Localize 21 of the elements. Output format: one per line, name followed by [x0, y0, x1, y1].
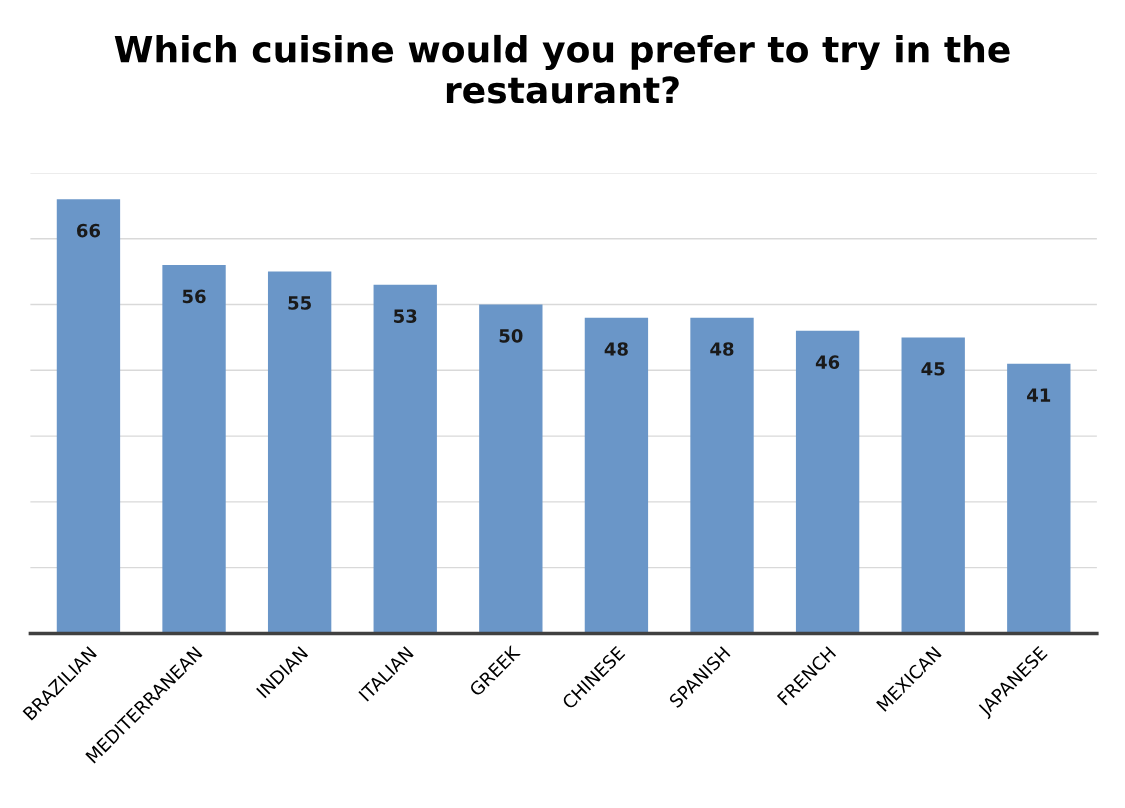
data-label: 45: [921, 362, 945, 376]
data-label: 48: [710, 342, 734, 356]
bar: [795, 330, 860, 634]
bar: [584, 317, 649, 634]
bar: [479, 304, 543, 634]
bar: [690, 317, 754, 634]
bar: [267, 271, 332, 634]
data-label: 53: [394, 309, 417, 323]
data-label: 50: [499, 329, 523, 343]
data-label: 48: [604, 342, 628, 356]
data-label: 46: [815, 355, 840, 369]
chart-title: Which cuisine would you prefer to try in the restaurant?: [114, 34, 1010, 104]
bar: [56, 199, 121, 634]
bar: [901, 337, 965, 634]
bar: [1007, 363, 1071, 634]
data-label: 55: [288, 296, 311, 310]
bar: [162, 265, 226, 634]
bar: [373, 284, 437, 634]
data-label: 56: [182, 289, 206, 304]
data-label: 41: [1027, 388, 1051, 402]
data-label: 66: [77, 223, 101, 238]
